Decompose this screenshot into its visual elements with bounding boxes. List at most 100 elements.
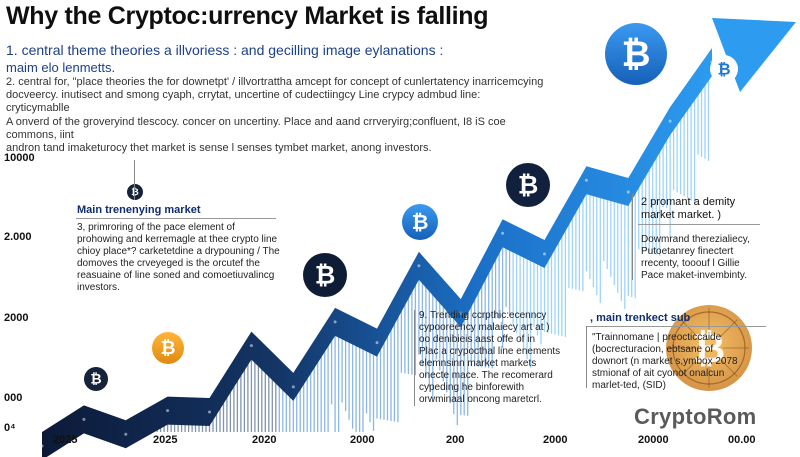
trend-band-series: [42, 48, 712, 457]
note-line: prohowing and kerremagle at thee crypto …: [77, 234, 278, 245]
x-tick-label: 00.00: [728, 434, 756, 446]
note-left-body: 3, primroring of the pace element of pro…: [77, 222, 302, 294]
data-point: [543, 252, 546, 256]
intro-paragraph: 2. central for, "place theories the for …: [6, 76, 546, 155]
bitcoin-glyph: ₿: [315, 260, 336, 289]
note-right-body: Dowmrand therezialiecy, Putoetanrey fine…: [641, 234, 771, 282]
y-tick-label: 0⁴: [4, 422, 16, 434]
x-tick-label: 2000: [350, 434, 375, 446]
note-line: investors.: [77, 282, 120, 293]
bitcoin-glyph: ₿: [412, 210, 429, 234]
bitcoin-glyph: ₿: [622, 34, 651, 75]
note-line: 9. Trending ccrpthic:ecenncy: [419, 310, 547, 321]
data-point: [249, 344, 253, 348]
bitcoin-glyph: ₿: [693, 326, 726, 372]
note-line: rrecenty, tooouf l Gillie: [641, 258, 740, 269]
note-line: Pace maket-invembinty.: [641, 270, 747, 281]
trend-stripes: [83, 78, 710, 432]
annotation-leader-line: [134, 160, 135, 200]
note-left-heading: Main trenenying market: [77, 204, 201, 216]
y-tick-label: 2000: [4, 312, 29, 324]
data-point: [82, 417, 86, 421]
x-tick-label: 2025: [53, 434, 78, 446]
data-point: [417, 264, 421, 268]
coin-disc: [84, 367, 108, 391]
bitcoin-coin-icon: ₿: [303, 253, 347, 297]
bitcoin-coin-icon: ₿: [152, 332, 184, 364]
bitcoin-glyph: ₿: [131, 187, 139, 198]
data-point: [333, 320, 337, 324]
note-line: stmionaf of ait cyonot onalcun: [592, 368, 725, 379]
page-title: Why the Cryptoc:urrency Market is fallin…: [6, 2, 489, 30]
coin-pattern-line: [680, 319, 700, 339]
x-tick-label: 20000: [638, 434, 669, 446]
note-line: Plac a crypocthal line enements: [419, 346, 561, 357]
note-line: domoves the crveyeged is the orcutef the: [77, 258, 260, 269]
coin-disc: [506, 163, 550, 207]
bitcoin-glyph: ₿: [90, 372, 101, 388]
subtitle-secondary: maim elo lenmetts.: [6, 60, 116, 75]
brand-logo: CryptoRom: [634, 404, 757, 429]
note-right-subheading: market market. ): [641, 209, 722, 221]
bitcoin-coin-icon: ₿: [506, 163, 550, 207]
note-line: cypooreency malaiecy art at ): [419, 322, 550, 333]
note-line: cypeding he binforewith: [419, 382, 525, 393]
intro-line: docveercy. inutisect and smong cyaph, cr…: [6, 89, 481, 115]
bitcoin-glyph: ₿: [717, 59, 730, 78]
y-tick-label: 2.000: [4, 231, 32, 243]
data-point: [166, 409, 170, 413]
note-middle-body: 9. Trending ccrpthic:ecenncy cypooreency…: [419, 310, 569, 406]
data-point: [501, 231, 505, 235]
note-line: Dowmrand therezialiecy,: [641, 234, 750, 245]
note-line: onecte mace. The recomerard: [419, 370, 553, 381]
data-point: [40, 444, 44, 448]
note-line: marlet-ted, (SID): [592, 380, 666, 391]
note-line: (bocrecturacion, ebtsane of: [592, 344, 714, 355]
x-tick-label: 2025: [153, 434, 178, 446]
bitcoin-coin-icon: ₿: [402, 204, 438, 240]
annotation-box-edge: [632, 194, 633, 280]
bitcoin-coin-icon: ₿: [605, 23, 667, 85]
y-tick-label: 10000: [4, 152, 35, 164]
bitcoin-glyph: ₿: [161, 338, 176, 359]
bitcoin-glyph: ₿: [518, 170, 539, 199]
data-point: [626, 190, 630, 194]
y-tick-label: 000: [4, 392, 23, 404]
annotation-box-edge: [586, 326, 587, 388]
x-tick-label: 2020: [252, 434, 277, 446]
bitcoin-coin-icon: ₿: [710, 55, 738, 83]
data-point: [124, 432, 128, 436]
intro-line: A onverd of the groveryind tlescocy. con…: [6, 115, 506, 141]
note-line: "Trainnomane | preocticcaide: [592, 332, 722, 343]
note-line: oo denibieis aast offe of in: [419, 334, 536, 345]
data-point: [208, 410, 211, 414]
coin-pattern-line: [680, 357, 700, 377]
note-divider: [638, 224, 760, 225]
note-bottom-right-body: "Trainnomane | preocticcaide (bocrectura…: [592, 332, 772, 392]
note-line: orwminaal oncong maretcrl.: [419, 394, 542, 405]
data-point: [459, 311, 463, 315]
note-line: downort (n market s,ymbox 2078: [592, 356, 738, 367]
note-line: elemnsinn market markets: [419, 358, 537, 369]
coin-disc: [127, 184, 143, 200]
note-line: 3, primroring of the pace element of: [77, 222, 235, 233]
note-bottom-right-heading: , main trenkect sub: [590, 312, 691, 324]
coin-disc: [710, 55, 738, 83]
annotation-box-edge: [414, 310, 415, 406]
coin-disc: [303, 253, 347, 297]
x-tick-label: 200: [446, 434, 465, 446]
subtitle: 1. central theme theories a illvoriess :…: [6, 42, 444, 58]
data-point: [291, 385, 295, 389]
coin-pattern-line: [718, 357, 738, 377]
data-point: [375, 341, 379, 345]
coin-disc: [605, 23, 667, 85]
bitcoin-coin-icon: ₿: [84, 367, 108, 391]
note-line: reasuaine of line soned and comoetiuvali…: [77, 270, 275, 281]
note-divider: [76, 218, 276, 219]
coin-disc: [402, 204, 438, 240]
note-line: chioy place*? carketetdine a drypouning …: [77, 246, 280, 257]
intro-line: 2. central for, "place theories the for …: [6, 76, 544, 88]
note-divider: [586, 326, 766, 327]
data-point: [584, 178, 588, 182]
